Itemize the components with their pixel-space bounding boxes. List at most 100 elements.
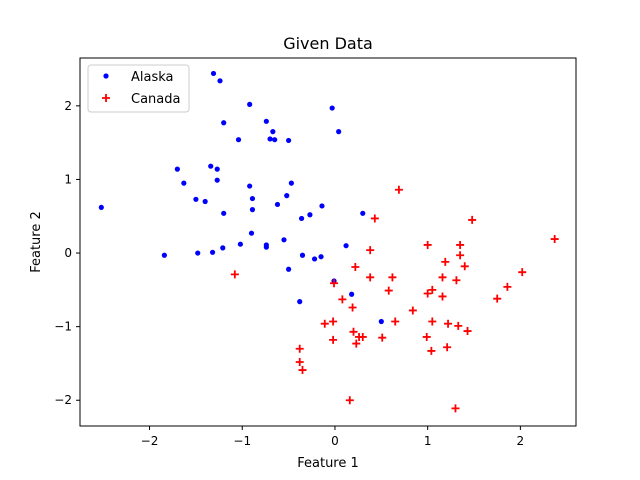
series-canada bbox=[230, 185, 559, 413]
data-point-alaska bbox=[288, 180, 294, 186]
data-point-alaska bbox=[286, 137, 292, 144]
data-point-alaska bbox=[210, 70, 217, 77]
data-point-alaska bbox=[272, 137, 278, 143]
data-point-canada bbox=[441, 257, 450, 266]
data-point-canada bbox=[427, 346, 436, 355]
data-point-canada bbox=[451, 404, 460, 413]
y-tick-label: 1 bbox=[64, 172, 72, 186]
data-point-canada bbox=[358, 332, 367, 341]
plot-area bbox=[98, 70, 559, 413]
data-point-alaska bbox=[298, 215, 305, 222]
legend-label: Canada bbox=[131, 92, 180, 107]
series-alaska bbox=[98, 70, 384, 325]
data-point-canada bbox=[550, 235, 559, 244]
data-point-alaska bbox=[248, 230, 255, 236]
data-point-canada bbox=[456, 240, 465, 249]
data-point-canada bbox=[454, 321, 463, 330]
data-point-alaska bbox=[202, 198, 208, 205]
data-point-alaska bbox=[311, 256, 318, 262]
data-point-canada bbox=[468, 215, 477, 224]
data-point-canada bbox=[452, 276, 461, 285]
data-point-alaska bbox=[307, 212, 313, 218]
data-point-canada bbox=[423, 240, 432, 249]
x-tick-label: 0 bbox=[331, 434, 339, 448]
data-point-canada bbox=[391, 317, 400, 326]
data-point-canada bbox=[444, 319, 453, 328]
data-point-canada bbox=[298, 366, 307, 375]
data-point-canada bbox=[320, 319, 329, 328]
data-point-canada bbox=[345, 396, 354, 405]
y-axis-label: Feature 2 bbox=[29, 211, 44, 273]
legend-label: Alaska bbox=[131, 70, 174, 85]
data-point-canada bbox=[348, 303, 357, 312]
data-point-canada bbox=[351, 263, 360, 272]
data-point-canada bbox=[394, 185, 403, 194]
data-point-alaska bbox=[237, 241, 243, 247]
data-point-alaska bbox=[263, 244, 269, 250]
data-point-alaska bbox=[209, 249, 216, 255]
data-point-alaska bbox=[284, 193, 290, 199]
x-tick-label: −1 bbox=[233, 434, 251, 448]
y-tick-label: 0 bbox=[64, 246, 72, 260]
data-point-canada bbox=[422, 332, 431, 341]
data-point-canada bbox=[428, 285, 437, 294]
y-tick-label: 2 bbox=[64, 99, 72, 113]
data-point-canada bbox=[295, 357, 304, 366]
data-point-canada bbox=[460, 262, 469, 271]
data-point-canada bbox=[428, 317, 437, 326]
data-point-canada bbox=[423, 289, 432, 298]
legend-item-canada: Canada bbox=[102, 92, 180, 107]
data-point-canada bbox=[330, 279, 339, 288]
data-point-alaska bbox=[249, 207, 256, 213]
y-axis-ticks: −2 −1 0 1 2 bbox=[54, 99, 80, 407]
data-point-alaska bbox=[263, 118, 269, 124]
data-point-alaska bbox=[336, 129, 342, 135]
y-tick-label: −2 bbox=[54, 393, 72, 407]
data-point-alaska bbox=[274, 201, 281, 208]
y-tick-label: −1 bbox=[54, 320, 72, 334]
data-point-alaska bbox=[299, 252, 306, 258]
data-point-canada bbox=[463, 327, 472, 336]
axes-frame bbox=[79, 57, 577, 427]
data-point-alaska bbox=[217, 78, 223, 84]
data-point-canada bbox=[388, 273, 397, 282]
data-point-alaska bbox=[349, 291, 355, 297]
data-point-alaska bbox=[247, 101, 253, 107]
legend-item-alaska: Alaska bbox=[103, 70, 174, 85]
data-point-alaska bbox=[286, 266, 292, 272]
legend: Alaska Canada bbox=[87, 64, 190, 113]
data-point-canada bbox=[384, 286, 393, 295]
data-point-canada bbox=[329, 335, 338, 344]
data-point-canada bbox=[443, 343, 452, 352]
data-point-alaska bbox=[98, 204, 104, 211]
data-point-alaska bbox=[329, 105, 335, 111]
data-point-alaska bbox=[193, 196, 199, 202]
data-point-canada bbox=[438, 273, 447, 282]
data-point-alaska bbox=[235, 137, 242, 143]
x-tick-label: 1 bbox=[424, 434, 432, 448]
data-point-canada bbox=[329, 317, 338, 326]
data-point-alaska bbox=[214, 177, 220, 183]
data-point-canada bbox=[352, 339, 361, 348]
data-point-alaska bbox=[297, 299, 303, 305]
data-point-canada bbox=[230, 270, 239, 279]
x-axis-ticks: −2 −1 0 1 2 bbox=[141, 426, 525, 448]
data-point-alaska bbox=[378, 318, 384, 325]
data-point-canada bbox=[349, 327, 358, 336]
data-point-alaska bbox=[343, 243, 349, 249]
data-point-alaska bbox=[181, 180, 187, 186]
data-point-alaska bbox=[247, 183, 253, 189]
x-tick-label: −2 bbox=[141, 434, 159, 448]
data-point-canada bbox=[378, 333, 387, 342]
data-point-alaska bbox=[221, 210, 227, 216]
data-point-alaska bbox=[220, 245, 226, 251]
data-point-alaska bbox=[161, 252, 167, 258]
data-point-alaska bbox=[270, 129, 276, 135]
data-point-alaska bbox=[249, 195, 256, 202]
data-point-canada bbox=[518, 268, 527, 277]
data-point-canada bbox=[438, 292, 447, 301]
data-point-canada bbox=[295, 344, 304, 353]
x-tick-label: 2 bbox=[517, 434, 525, 448]
data-point-canada bbox=[366, 273, 375, 282]
